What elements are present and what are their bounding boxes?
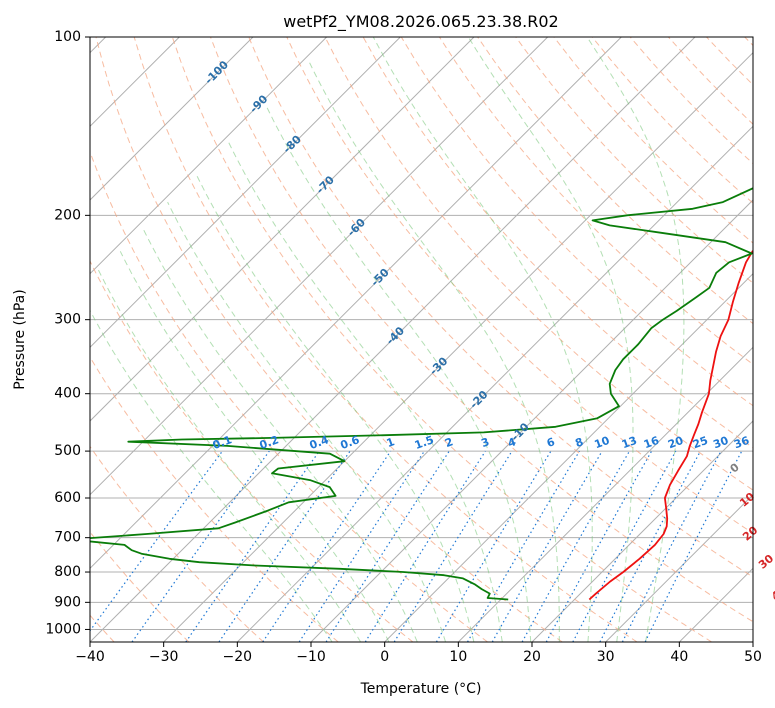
mixing-ratio-label: 4 xyxy=(506,435,518,450)
isotherm-gridline xyxy=(90,37,328,275)
dry-adiabat-label: 30 xyxy=(756,552,775,572)
mixing-ratio-label: 10 xyxy=(593,434,612,452)
mixing-ratio-label: 16 xyxy=(642,434,661,452)
mixing-ratio-label: 25 xyxy=(691,434,710,451)
moist-adiabat-line xyxy=(167,201,447,642)
y-tick-label: 900 xyxy=(54,594,81,610)
x-tick-label: −10 xyxy=(296,649,326,665)
mixing-ratio-label: 2 xyxy=(443,435,455,450)
y-tick-label: 700 xyxy=(54,530,81,546)
moist-adiabat-line xyxy=(195,173,475,642)
dry-adiabat-line xyxy=(515,37,753,284)
isotherm-gridline xyxy=(236,125,753,642)
dry-adiabat-label: 40 xyxy=(769,583,775,603)
moist-adiabat-line xyxy=(96,267,362,642)
mixing-ratio-line xyxy=(572,450,677,642)
background-lines xyxy=(90,37,753,642)
mixing-ratio-label: 3 xyxy=(479,435,491,450)
isotherm-gridline xyxy=(90,37,401,349)
mixing-ratio-line xyxy=(298,450,425,642)
dry-adiabat-line xyxy=(90,259,414,642)
mixing-ratio-line xyxy=(393,450,513,642)
x-tick-label: −40 xyxy=(75,649,105,665)
mixing-ratio-line xyxy=(466,450,580,642)
y-axis-label: Pressure (hPa) xyxy=(12,289,28,389)
y-tick-label: 100 xyxy=(54,29,81,45)
chart-title: wetPf2_YM08.2026.065.23.38.R02 xyxy=(283,12,558,32)
y-tick-label: 500 xyxy=(54,443,81,459)
moist-adiabat-line xyxy=(142,227,418,642)
isotherm-gridline xyxy=(90,37,254,201)
isotherm-gridline xyxy=(605,493,753,642)
dry-adiabat-line xyxy=(286,37,753,534)
moist-adiabat-line xyxy=(586,37,685,642)
dry-adiabat-line xyxy=(324,37,753,491)
mixing-ratio-label: 0.2 xyxy=(258,433,281,452)
x-tick-label: 40 xyxy=(670,649,688,665)
x-tick-label: 20 xyxy=(523,649,541,665)
isotherm-gridline xyxy=(90,37,622,570)
y-tick-label: 300 xyxy=(54,312,81,328)
plot-frame xyxy=(89,36,754,643)
mixing-ratio-label: 1 xyxy=(385,435,397,450)
mixing-ratio-label: 30 xyxy=(711,434,730,452)
moist-adiabat-line xyxy=(372,37,593,642)
x-tick-label: −20 xyxy=(223,649,253,665)
moist-adiabat-line xyxy=(227,141,503,642)
mixing-ratio-label: 20 xyxy=(666,434,685,452)
mixing-ratio-line xyxy=(364,450,486,642)
dry-adiabat-line xyxy=(133,37,638,642)
dry-adiabat-line xyxy=(171,37,712,642)
mixing-ratio-line xyxy=(325,450,450,642)
x-axis-label: Temperature (°C) xyxy=(360,681,482,697)
dry-adiabat-line xyxy=(210,37,753,623)
temperature-profile-line xyxy=(588,250,753,601)
isotherm-gridline xyxy=(163,51,753,642)
isotherm-gridline xyxy=(90,37,696,642)
mixing-ratio-line xyxy=(262,450,392,642)
isotherm-gridline xyxy=(90,37,549,496)
dry-adiabat-line xyxy=(248,37,753,578)
mixing-ratio-label: 0.1 xyxy=(211,433,234,452)
dewpoint-profile-line xyxy=(90,186,753,601)
isotherm-gridline xyxy=(90,37,475,422)
y-tick-label: 400 xyxy=(54,386,81,402)
y-tick-label: 1000 xyxy=(45,621,81,637)
dry-adiabat-line xyxy=(90,445,264,642)
isotherm-gridline xyxy=(531,420,753,642)
moist-adiabat-line xyxy=(308,61,560,642)
isotherm-gridline xyxy=(384,272,753,642)
mixing-ratio-line xyxy=(218,450,351,642)
profile-lines xyxy=(90,186,753,601)
mixing-ratio-label: 6 xyxy=(545,435,557,450)
y-tick-label: 800 xyxy=(54,564,81,580)
axes: −40 −30 −20 −10 0 10 20 30 40 5010020030040050060… xyxy=(45,29,762,665)
isotherm-gridline xyxy=(457,346,753,642)
mixing-ratio-line xyxy=(599,450,702,642)
moist-adiabat-line xyxy=(119,251,390,642)
mixing-ratio-label: 36 xyxy=(732,434,751,452)
mixing-ratio-label: 8 xyxy=(573,435,585,450)
x-tick-label: 0 xyxy=(380,649,389,665)
y-tick-label: 200 xyxy=(54,207,81,223)
mixing-ratio-label: 0.6 xyxy=(339,433,362,452)
mixing-ratio-label: 1.5 xyxy=(413,433,436,452)
x-tick-label: 10 xyxy=(449,649,467,665)
mixing-ratio-line xyxy=(435,450,552,642)
x-tick-label: 50 xyxy=(744,649,762,665)
x-tick-label: 30 xyxy=(597,649,615,665)
mixing-ratio-label: 13 xyxy=(620,434,639,451)
mixing-ratio-label: 0.4 xyxy=(308,433,331,452)
y-tick-label: 600 xyxy=(54,490,81,506)
moist-adiabat-line xyxy=(265,104,532,642)
x-tick-label: −30 xyxy=(149,649,179,665)
